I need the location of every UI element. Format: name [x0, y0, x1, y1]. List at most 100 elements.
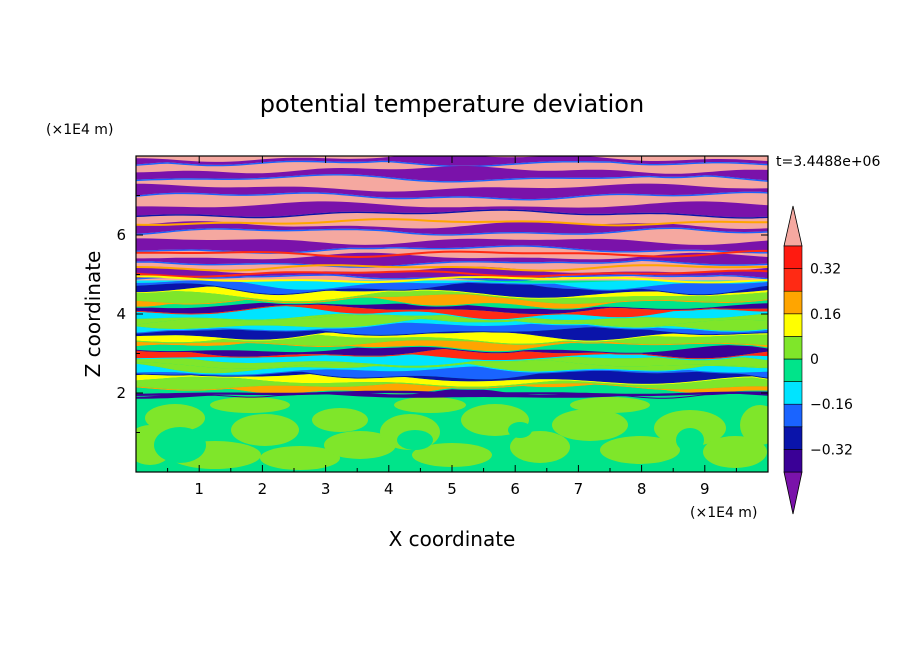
colorbar-segment	[783, 358, 803, 382]
turbulence-band	[136, 327, 768, 341]
y-unit-label: (×1E4 m)	[46, 122, 113, 138]
turbulence-band	[136, 332, 768, 344]
turbulence-band	[136, 356, 768, 369]
turbulence-band	[136, 294, 768, 309]
stratum-edge	[136, 259, 768, 268]
colorbar-segment	[783, 290, 803, 315]
temperature-blob	[324, 431, 396, 459]
stratum-edge	[136, 160, 768, 168]
warm-streak	[136, 218, 768, 227]
plot-area	[136, 156, 768, 472]
turbulence-band	[136, 286, 768, 302]
temperature-blob	[145, 404, 205, 432]
colorbar-extend-min	[783, 471, 803, 515]
turbulence-band	[136, 340, 768, 352]
x-tick-label: 2	[258, 480, 268, 498]
x-axis: 1 2 3 4 5 6 7 8 9	[167, 156, 737, 498]
y-axis-label: Z coordinate	[81, 251, 105, 378]
turbulence-band	[136, 374, 768, 387]
temperature-blob	[260, 446, 340, 470]
colorbar-segment	[783, 426, 803, 450]
temperature-blob	[570, 397, 650, 413]
purple-stratum	[136, 252, 768, 267]
turbulence-band	[136, 290, 768, 304]
colorbar-segment	[783, 245, 803, 269]
turbulence-band	[136, 384, 768, 398]
temperature-blob	[312, 408, 368, 432]
temperature-blob	[703, 436, 767, 468]
x-tick-label: 4	[384, 480, 394, 498]
temperature-blob	[600, 436, 680, 464]
turbulence-band	[136, 345, 768, 359]
stratum-edge	[136, 245, 768, 254]
warm-streak	[136, 275, 768, 284]
warm-streak	[136, 264, 768, 272]
purple-stratum	[136, 238, 768, 253]
colorbar-segment	[783, 268, 803, 292]
colorbar-segment	[783, 449, 803, 473]
x-unit-label: (×1E4 m)	[690, 505, 757, 521]
temperature-blob	[676, 428, 704, 452]
turbulence-band	[136, 366, 768, 380]
turbulence-band	[136, 343, 768, 353]
interface-line	[136, 390, 768, 397]
turbulence-band	[136, 360, 768, 374]
purple-stratum	[136, 166, 768, 182]
time-label: t=3.4488e+06	[776, 154, 880, 170]
colorbar-label: −0.16	[810, 397, 853, 413]
turbulence-band	[136, 279, 768, 295]
turbulence-band	[136, 322, 768, 335]
x-axis-label: X coordinate	[389, 527, 516, 551]
purple-stratum	[136, 183, 768, 200]
turbulence-band	[136, 354, 768, 366]
colorbar-label: −0.32	[810, 442, 853, 458]
warm-streak	[136, 269, 768, 278]
temperature-blob	[210, 397, 290, 413]
turbulence-band	[136, 282, 768, 298]
colorbar-label: 0.32	[810, 262, 841, 278]
turbulence-band	[136, 297, 768, 310]
temperature-blob	[397, 430, 433, 450]
x-tick-label: 3	[321, 480, 331, 498]
x-tick-label: 5	[447, 480, 457, 498]
turbulence-band	[136, 383, 768, 394]
colorbar-segment	[783, 403, 803, 428]
turbulence-band	[136, 302, 768, 315]
purple-stratum	[136, 201, 768, 218]
turbulence-band	[136, 349, 768, 361]
colorbar-label: 0.16	[810, 307, 841, 323]
colorbar-segment	[783, 381, 803, 405]
warm-streak	[136, 249, 768, 258]
temperature-blob	[508, 422, 532, 438]
temperature-blob	[394, 397, 466, 413]
colorbar-label: 0	[810, 352, 819, 368]
y-axis: 2 4 6	[116, 195, 768, 433]
stratum-edge	[136, 209, 768, 219]
turbulence-band	[136, 334, 768, 347]
x-tick-label: 7	[574, 480, 584, 498]
x-tick-label: 6	[510, 480, 520, 498]
stratum-edge	[136, 191, 768, 201]
turbulence-band	[136, 370, 768, 384]
colorbar-segment	[783, 313, 803, 337]
x-tick-label: 8	[637, 480, 647, 498]
turbulence-band	[136, 313, 768, 327]
temperature-blob	[154, 427, 206, 463]
y-tick-label: 6	[116, 226, 126, 244]
colorbar: 0.32 0.16 0 −0.16 −0.32	[783, 205, 853, 515]
colorbar-extend-max	[783, 205, 803, 247]
turbulence-band	[136, 304, 768, 320]
turbulence-band	[136, 376, 768, 390]
temperature-blob	[510, 431, 570, 463]
temperature-blob	[740, 405, 768, 445]
x-tick-label: 1	[194, 480, 204, 498]
y-tick-label: 4	[116, 305, 126, 323]
y-tick-label: 2	[116, 384, 126, 402]
x-tick-label: 9	[700, 480, 710, 498]
colorbar-segment	[783, 336, 803, 360]
temperature-blob	[231, 414, 299, 446]
stratum-edge	[136, 174, 768, 183]
temperature-blob	[412, 443, 492, 467]
turbulence-band	[136, 315, 768, 331]
turbulence-band	[136, 363, 768, 375]
